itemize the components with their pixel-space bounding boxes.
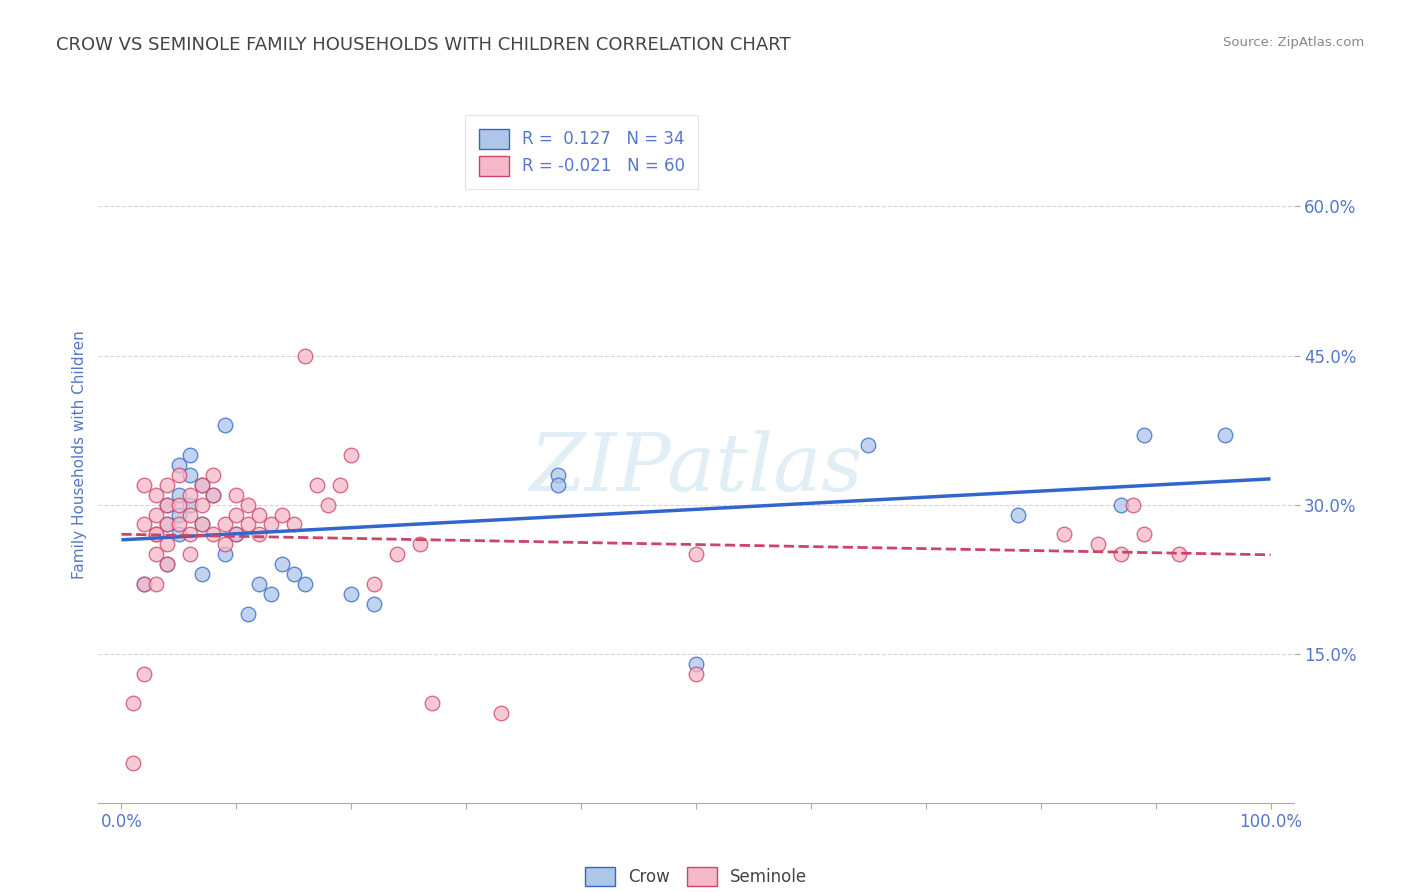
Point (202, 488, 225, 502)
Point (305, 477, 328, 491)
Point (179, 467, 201, 482)
Text: Source: ZipAtlas.com: Source: ZipAtlas.com (1223, 36, 1364, 49)
Point (489, 706, 512, 721)
Point (340, 448, 363, 462)
Point (271, 558, 294, 572)
Point (134, 577, 156, 591)
Point (236, 498, 259, 512)
Point (179, 448, 201, 462)
Point (283, 517, 305, 532)
Point (179, 508, 201, 522)
Point (225, 527, 247, 541)
Point (260, 517, 283, 532)
Point (409, 537, 432, 551)
Point (247, 527, 270, 541)
Point (547, 467, 569, 482)
Point (214, 517, 236, 532)
Point (214, 547, 236, 561)
Point (363, 577, 385, 591)
Point (547, 477, 569, 491)
Point (685, 657, 707, 671)
Point (167, 458, 190, 472)
Point (260, 587, 283, 601)
Point (191, 477, 214, 491)
Point (225, 488, 247, 502)
Point (247, 508, 270, 522)
Point (179, 488, 201, 502)
Point (420, 697, 443, 711)
Point (1087, 537, 1109, 551)
Point (145, 508, 167, 522)
Point (191, 517, 214, 532)
Point (156, 517, 179, 532)
Point (134, 517, 156, 532)
Point (685, 547, 707, 561)
Point (202, 527, 225, 541)
Point (167, 467, 190, 482)
Point (225, 527, 247, 541)
Point (134, 666, 156, 681)
Point (685, 666, 707, 681)
Point (156, 537, 179, 551)
Point (167, 508, 190, 522)
Point (122, 697, 145, 711)
Point (858, 438, 880, 452)
Point (167, 488, 190, 502)
Point (145, 527, 167, 541)
Point (202, 467, 225, 482)
Point (1007, 508, 1029, 522)
Point (247, 577, 270, 591)
Point (145, 577, 167, 591)
Point (1133, 527, 1156, 541)
Point (225, 508, 247, 522)
Point (1109, 498, 1132, 512)
Point (167, 498, 190, 512)
Point (191, 567, 214, 582)
Point (1133, 428, 1156, 442)
Point (167, 517, 190, 532)
Point (1167, 547, 1189, 561)
Point (134, 477, 156, 491)
Point (179, 527, 201, 541)
Text: ZIPatlas: ZIPatlas (529, 430, 863, 508)
Point (156, 477, 179, 491)
Point (385, 547, 408, 561)
Point (156, 517, 179, 532)
Point (191, 517, 214, 532)
Point (214, 537, 236, 551)
Legend: Crow, Seminole: Crow, Seminole (578, 860, 814, 892)
Point (179, 498, 201, 512)
Point (179, 547, 201, 561)
Point (271, 508, 294, 522)
Point (156, 498, 179, 512)
Point (202, 488, 225, 502)
Point (363, 597, 385, 611)
Point (283, 567, 305, 582)
Point (1213, 428, 1236, 442)
Point (316, 498, 339, 512)
Point (145, 488, 167, 502)
Point (236, 517, 259, 532)
Point (214, 418, 236, 433)
Point (1109, 547, 1132, 561)
Point (145, 527, 167, 541)
Point (167, 527, 190, 541)
Point (122, 756, 145, 770)
Point (236, 607, 259, 621)
Point (145, 547, 167, 561)
Y-axis label: Family Households with Children: Family Households with Children (72, 331, 87, 579)
Point (134, 577, 156, 591)
Text: CROW VS SEMINOLE FAMILY HOUSEHOLDS WITH CHILDREN CORRELATION CHART: CROW VS SEMINOLE FAMILY HOUSEHOLDS WITH … (56, 36, 790, 54)
Point (340, 587, 363, 601)
Point (1053, 527, 1076, 541)
Point (1122, 498, 1144, 512)
Point (294, 577, 316, 591)
Point (156, 558, 179, 572)
Point (156, 558, 179, 572)
Point (329, 477, 352, 491)
Point (294, 349, 316, 363)
Point (156, 498, 179, 512)
Point (191, 498, 214, 512)
Point (191, 477, 214, 491)
